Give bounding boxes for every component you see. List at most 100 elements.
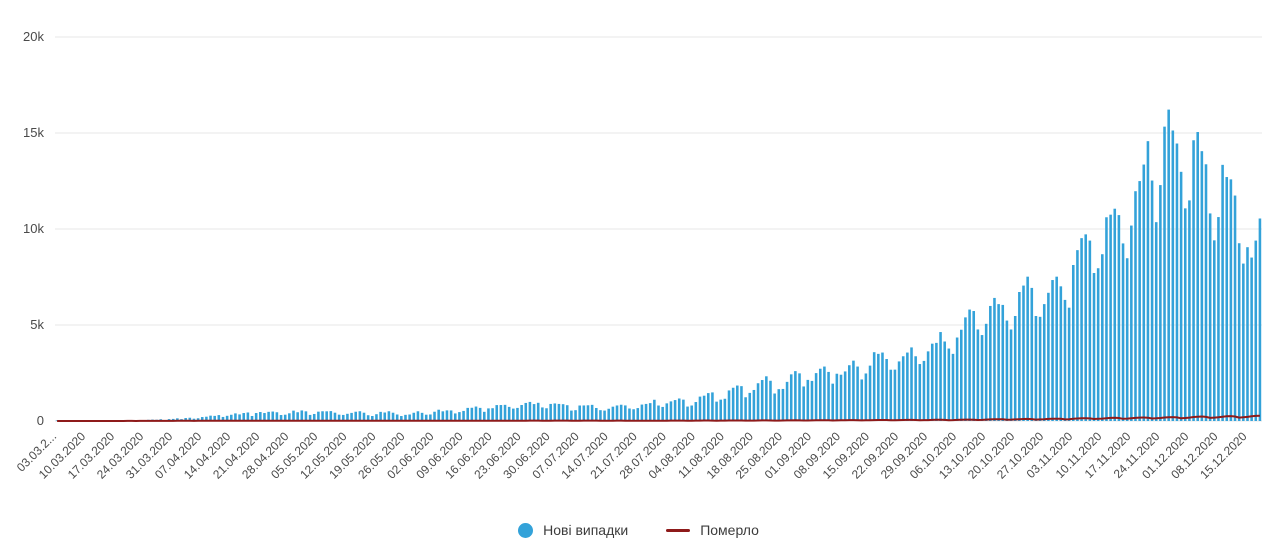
bar[interactable] [242, 413, 246, 421]
bar[interactable] [972, 311, 976, 421]
bar[interactable] [611, 406, 615, 421]
bar[interactable] [997, 304, 1000, 421]
bar[interactable] [1254, 240, 1258, 421]
bar[interactable] [458, 412, 461, 421]
bar[interactable] [205, 416, 208, 421]
bar[interactable] [669, 401, 673, 421]
bar[interactable] [943, 341, 946, 421]
bar[interactable] [648, 403, 652, 421]
bar[interactable] [296, 412, 299, 421]
bar[interactable] [1204, 164, 1208, 421]
bar[interactable] [1200, 151, 1204, 421]
bar[interactable] [1034, 316, 1038, 421]
bar[interactable] [860, 379, 864, 421]
bar[interactable] [217, 415, 221, 421]
bar[interactable] [727, 390, 731, 421]
bar[interactable] [682, 399, 685, 421]
bar[interactable] [1013, 316, 1017, 421]
bar[interactable] [848, 365, 851, 421]
bar[interactable] [578, 405, 581, 421]
bar[interactable] [267, 411, 270, 421]
bar[interactable] [1138, 181, 1141, 421]
bar[interactable] [362, 412, 366, 421]
bar[interactable] [308, 414, 312, 421]
bar[interactable] [1001, 304, 1005, 421]
bar[interactable] [196, 418, 200, 421]
bar[interactable] [628, 408, 631, 422]
bar[interactable] [590, 404, 594, 421]
bar[interactable] [723, 398, 727, 421]
bar[interactable] [375, 414, 378, 421]
bar[interactable] [1159, 185, 1162, 421]
bar[interactable] [1022, 285, 1025, 421]
bar[interactable] [246, 412, 250, 421]
bar[interactable] [1067, 307, 1071, 421]
bar[interactable] [503, 404, 507, 421]
bar[interactable] [748, 392, 752, 421]
bar[interactable] [715, 401, 718, 421]
bar[interactable] [673, 400, 677, 421]
bar[interactable] [408, 414, 411, 421]
bar[interactable] [391, 412, 395, 421]
bar[interactable] [512, 408, 515, 421]
bar[interactable] [1117, 215, 1121, 421]
bar[interactable] [980, 335, 984, 421]
bar[interactable] [254, 413, 258, 421]
bar[interactable] [823, 366, 826, 421]
bar[interactable] [603, 410, 606, 421]
bar[interactable] [412, 412, 416, 421]
bar[interactable] [1221, 164, 1224, 421]
bar[interactable] [711, 392, 714, 421]
bar[interactable] [644, 403, 648, 421]
bar[interactable] [225, 415, 229, 421]
bar[interactable] [1229, 179, 1233, 421]
bar[interactable] [686, 406, 689, 421]
bar[interactable] [449, 410, 453, 421]
bar[interactable] [1246, 247, 1249, 421]
bar[interactable] [200, 417, 204, 421]
bar[interactable] [960, 329, 963, 421]
bar[interactable] [706, 393, 710, 421]
bar[interactable] [1225, 177, 1229, 421]
bar[interactable] [582, 405, 586, 421]
bar[interactable] [499, 405, 503, 421]
bar[interactable] [1009, 329, 1013, 421]
bar[interactable] [889, 369, 893, 421]
bar[interactable] [773, 393, 776, 421]
bar[interactable] [1105, 217, 1108, 421]
bar[interactable] [731, 387, 735, 421]
bar[interactable] [843, 371, 847, 421]
bar[interactable] [1125, 258, 1129, 421]
bar[interactable] [984, 323, 988, 421]
bar[interactable] [371, 416, 374, 421]
bar[interactable] [209, 415, 212, 421]
chart-canvas[interactable]: 0 5k 10k 15k 20k 03.03.2...10.03.202017.03.20… [0, 0, 1277, 512]
bar[interactable] [1018, 292, 1021, 421]
bar[interactable] [619, 404, 623, 421]
bar[interactable] [690, 405, 693, 421]
bar[interactable] [441, 411, 445, 421]
legend-item-deaths[interactable]: Померло [666, 522, 759, 538]
bar[interactable] [827, 371, 830, 421]
bar[interactable] [337, 414, 341, 421]
bar[interactable] [756, 383, 760, 421]
bar[interactable] [1142, 164, 1146, 422]
bar[interactable] [528, 401, 532, 421]
bar[interactable] [536, 402, 540, 421]
bar[interactable] [470, 407, 474, 421]
bar[interactable] [781, 388, 785, 421]
bar[interactable] [263, 413, 266, 421]
bar[interactable] [926, 351, 930, 421]
bar[interactable] [271, 411, 275, 421]
bar[interactable] [1059, 286, 1063, 421]
deaths-line[interactable] [57, 414, 1260, 422]
bar[interactable] [259, 412, 262, 421]
bar[interactable] [918, 364, 922, 421]
bar[interactable] [586, 405, 590, 421]
bar[interactable] [1121, 243, 1125, 421]
bar[interactable] [1134, 191, 1137, 421]
bar[interactable] [624, 405, 627, 421]
bar[interactable] [400, 416, 403, 421]
bar[interactable] [1130, 225, 1133, 421]
bar[interactable] [1113, 208, 1117, 421]
